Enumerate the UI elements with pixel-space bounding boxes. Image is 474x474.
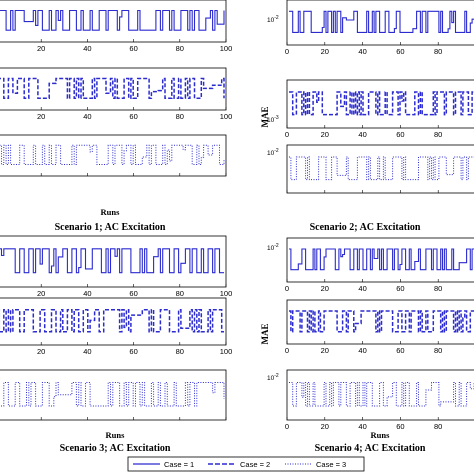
scenario-2-ytick-label: 10-3 [267, 115, 279, 124]
scenario-3-subplot-3-series-case3 [0, 382, 225, 407]
scenario-4-subplot-1-frame [286, 237, 474, 283]
scenario-1-xlabel: Runs [101, 207, 121, 217]
scenario-1-subplot-2-xtick-label: 40 [83, 112, 91, 121]
scenario-1-subplot-2-xtick-label: 20 [37, 112, 45, 121]
scenario-4-subplot-1-xtick-label: 80 [434, 284, 442, 293]
scenario-2-subplot-1-xtick-label: 60 [396, 47, 404, 56]
scenario-3-subplot-1-series-case1 [0, 248, 224, 274]
scenario-2-ytick-label: 10-2 [267, 148, 279, 157]
scenario-2-subplot-1-xtick-label: 20 [321, 47, 329, 56]
legend-label-case-2: Case = 2 [240, 460, 270, 469]
scenario-1-subplot-1-xtick-label: 20 [37, 44, 45, 53]
scenario-2-subplot-1-frame [286, 0, 474, 46]
scenario-3-subplot-2-xtick-label: 100 [220, 347, 233, 356]
scenario-1-subplot-2-xtick-label: 100 [220, 112, 233, 121]
scenario-4-subplot-1-series-case1 [289, 248, 474, 271]
scenario-4-subplot-3-xtick-label: 20 [321, 422, 329, 431]
scenario-2-subplot-1-series-case1 [289, 10, 474, 33]
scenario-4-subplot-1-xtick-label: 0 [285, 284, 289, 293]
scenario-3-subplot-2-xtick-label: 20 [37, 347, 45, 356]
scenario-2-ylabel: MAE [260, 107, 270, 128]
scenario-3-subplot-1-frame [0, 235, 227, 288]
scenario-1-subplot-1-xtick-label: 40 [83, 44, 91, 53]
scenario-4-caption: Scenario 4; AC Excitation [315, 443, 426, 454]
scenario-4-subplot-3-series-case3 [289, 382, 474, 407]
scenario-4-subplot-3-xtick-label: 80 [434, 422, 442, 431]
scenario-3-subplot-1-xtick-label: 40 [83, 289, 91, 298]
scenario-2-subplot-2-xtick-label: 40 [358, 130, 366, 139]
scenario-4-ytick-label: 10-2 [267, 243, 279, 252]
scenario-3-subplot-1-xtick-label: 20 [37, 289, 45, 298]
legend-box [127, 456, 365, 472]
scenario-3-subplot-3-frame [0, 369, 227, 421]
scenario-3-xlabel: Runs [106, 430, 126, 440]
legend-label-case-3: Case = 3 [316, 460, 346, 469]
scenario-3-caption: Scenario 3; AC Excitation [60, 443, 171, 454]
scenario-2-subplot-1-xtick-label: 0 [285, 47, 289, 56]
scenario-4-subplot-2-xtick-label: 0 [285, 346, 289, 355]
scenario-4-subplot-1-xtick-label: 40 [358, 284, 366, 293]
scenario-2-ytick-label: 10-2 [267, 15, 279, 24]
scenario-2-subplot-2-xtick-label: 0 [285, 130, 289, 139]
scenario-2-subplot-2-xtick-label: 20 [321, 130, 329, 139]
legend-label-case-1: Case = 1 [164, 460, 194, 469]
scenario-4-ylabel: MAE [260, 324, 270, 345]
scenario-4-subplot-3-xtick-label: 40 [358, 422, 366, 431]
scenario-2-subplot-2-frame [286, 79, 474, 129]
scenario-3-subplot-1-xtick-label: 100 [220, 289, 233, 298]
scenario-4-xlabel: Runs [371, 430, 391, 440]
scenario-4-subplot-1-xtick-label: 20 [321, 284, 329, 293]
scenario-3-subplot-1-xtick-label: 80 [176, 289, 184, 298]
scenario-3-subplot-1-xtick-label: 60 [129, 289, 137, 298]
scenario-1-subplot-1-xtick-label: 100 [220, 44, 233, 53]
scenario-1-subplot-2-series-case2 [0, 77, 225, 99]
scenario-1-subplot-2-xtick-label: 60 [129, 112, 137, 121]
scenario-3-subplot-2-frame [0, 297, 227, 346]
scenario-3-subplot-2-xtick-label: 60 [129, 347, 137, 356]
scenario-3-subplot-2-xtick-label: 80 [176, 347, 184, 356]
scenario-4-subplot-3-frame [286, 369, 474, 421]
scenario-4-subplot-3-xtick-label: 60 [396, 422, 404, 431]
scenario-2-subplot-2-xtick-label: 60 [396, 130, 404, 139]
scenario-2-subplot-3-series-case3 [289, 156, 474, 181]
legend: Case = 1 Case = 2 Case = 3 [127, 456, 365, 472]
scenario-4-subplot-2-xtick-label: 80 [434, 346, 442, 355]
scenario-1-subplot-3-frame [0, 134, 227, 177]
scenario-1-caption: Scenario 1; AC Excitation [55, 222, 166, 233]
scenario-1-subplot-3-series-case3 [0, 144, 225, 165]
scenario-2-subplot-3-frame [286, 144, 474, 194]
scenario-4-subplot-2-xtick-label: 20 [321, 346, 329, 355]
scenario-4-subplot-3-xtick-label: 0 [285, 422, 289, 431]
scenario-2-subplot-2-xtick-label: 80 [434, 130, 442, 139]
scenario-3-subplot-2-series-case2 [0, 309, 224, 333]
scenario-4-subplot-2-xtick-label: 40 [358, 346, 366, 355]
scenario-2-subplot-2-series-case2 [289, 91, 474, 116]
scenario-1-subplot-1-series-case1 [0, 9, 225, 31]
scenario-1-subplot-1-xtick-label: 60 [129, 44, 137, 53]
scenario-2-subplot-1-xtick-label: 80 [434, 47, 442, 56]
scenario-4-subplot-2-frame [286, 299, 474, 345]
scenario-3-subplot-2-xtick-label: 40 [83, 347, 91, 356]
scenario-1-subplot-2-frame [0, 67, 227, 111]
scenario-2-subplot-1-xtick-label: 40 [358, 47, 366, 56]
scenario-4-subplot-2-xtick-label: 60 [396, 346, 404, 355]
scenario-2-caption: Scenario 2; AC Excitation [310, 222, 421, 233]
scenario-1-subplot-1-xtick-label: 80 [176, 44, 184, 53]
scenario-4-subplot-1-xtick-label: 60 [396, 284, 404, 293]
scenario-4-ytick-label: 10-2 [267, 373, 279, 382]
panels-layer: 20 40 60 80 100 20 40 60 80 100 0 20 40 60 80 0 20 40 60 80… [0, 0, 474, 431]
scenario-1-subplot-1-frame [0, 0, 227, 43]
scenario-4-subplot-2-series-case2 [289, 310, 474, 333]
scenario-1-subplot-2-xtick-label: 80 [176, 112, 184, 121]
